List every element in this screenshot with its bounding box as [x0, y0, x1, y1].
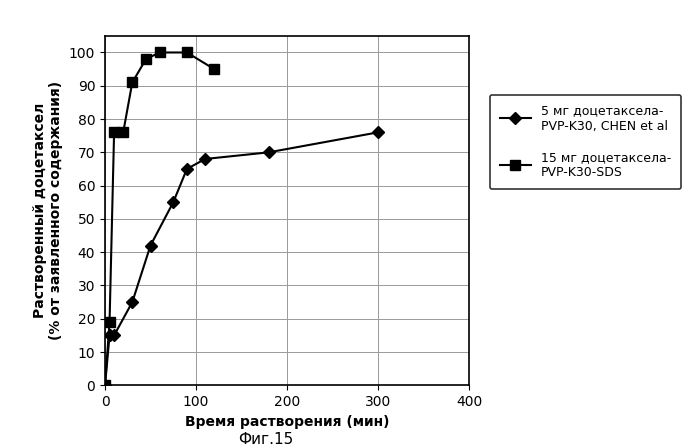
5 мг доцетаксела-
PVP-K30, CHEN et al [183, 166, 191, 172]
Text: Фиг.15: Фиг.15 [239, 431, 293, 447]
Line: 15 мг доцетаксела-
PVP-K30-SDS: 15 мг доцетаксела- PVP-K30-SDS [100, 47, 219, 390]
Legend: 5 мг доцетаксела-
PVP-K30, CHEN et al, 15 мг доцетаксела-
PVP-K30-SDS: 5 мг доцетаксела- PVP-K30, CHEN et al, 1… [490, 95, 681, 189]
5 мг доцетаксела-
PVP-K30, CHEN et al [128, 299, 136, 305]
15 мг доцетаксела-
PVP-K30-SDS [101, 383, 109, 388]
5 мг доцетаксела-
PVP-K30, CHEN et al [101, 383, 109, 388]
5 мг доцетаксела-
PVP-K30, CHEN et al [169, 199, 178, 205]
Y-axis label: Растворенный доцетаксел
(% от заявленного содержания): Растворенный доцетаксел (% от заявленног… [33, 81, 63, 340]
5 мг доцетаксела-
PVP-K30, CHEN et al [374, 129, 382, 135]
15 мг доцетаксела-
PVP-K30-SDS [183, 50, 191, 55]
5 мг доцетаксела-
PVP-K30, CHEN et al [110, 333, 118, 338]
15 мг доцетаксела-
PVP-K30-SDS [105, 319, 113, 325]
15 мг доцетаксела-
PVP-K30-SDS [119, 129, 127, 135]
5 мг доцетаксела-
PVP-K30, CHEN et al [146, 243, 155, 248]
5 мг доцетаксела-
PVP-K30, CHEN et al [105, 333, 113, 338]
Line: 5 мг доцетаксела-
PVP-K30, CHEN et al: 5 мг доцетаксела- PVP-K30, CHEN et al [101, 128, 382, 389]
5 мг доцетаксела-
PVP-K30, CHEN et al [201, 156, 209, 162]
15 мг доцетаксела-
PVP-K30-SDS [155, 50, 164, 55]
15 мг доцетаксела-
PVP-K30-SDS [110, 129, 118, 135]
15 мг доцетаксела-
PVP-K30-SDS [128, 80, 136, 85]
15 мг доцетаксела-
PVP-K30-SDS [210, 66, 218, 72]
5 мг доцетаксела-
PVP-K30, CHEN et al [265, 150, 273, 155]
X-axis label: Время растворения (мин): Время растворения (мин) [185, 414, 389, 429]
15 мг доцетаксела-
PVP-K30-SDS [141, 56, 150, 62]
